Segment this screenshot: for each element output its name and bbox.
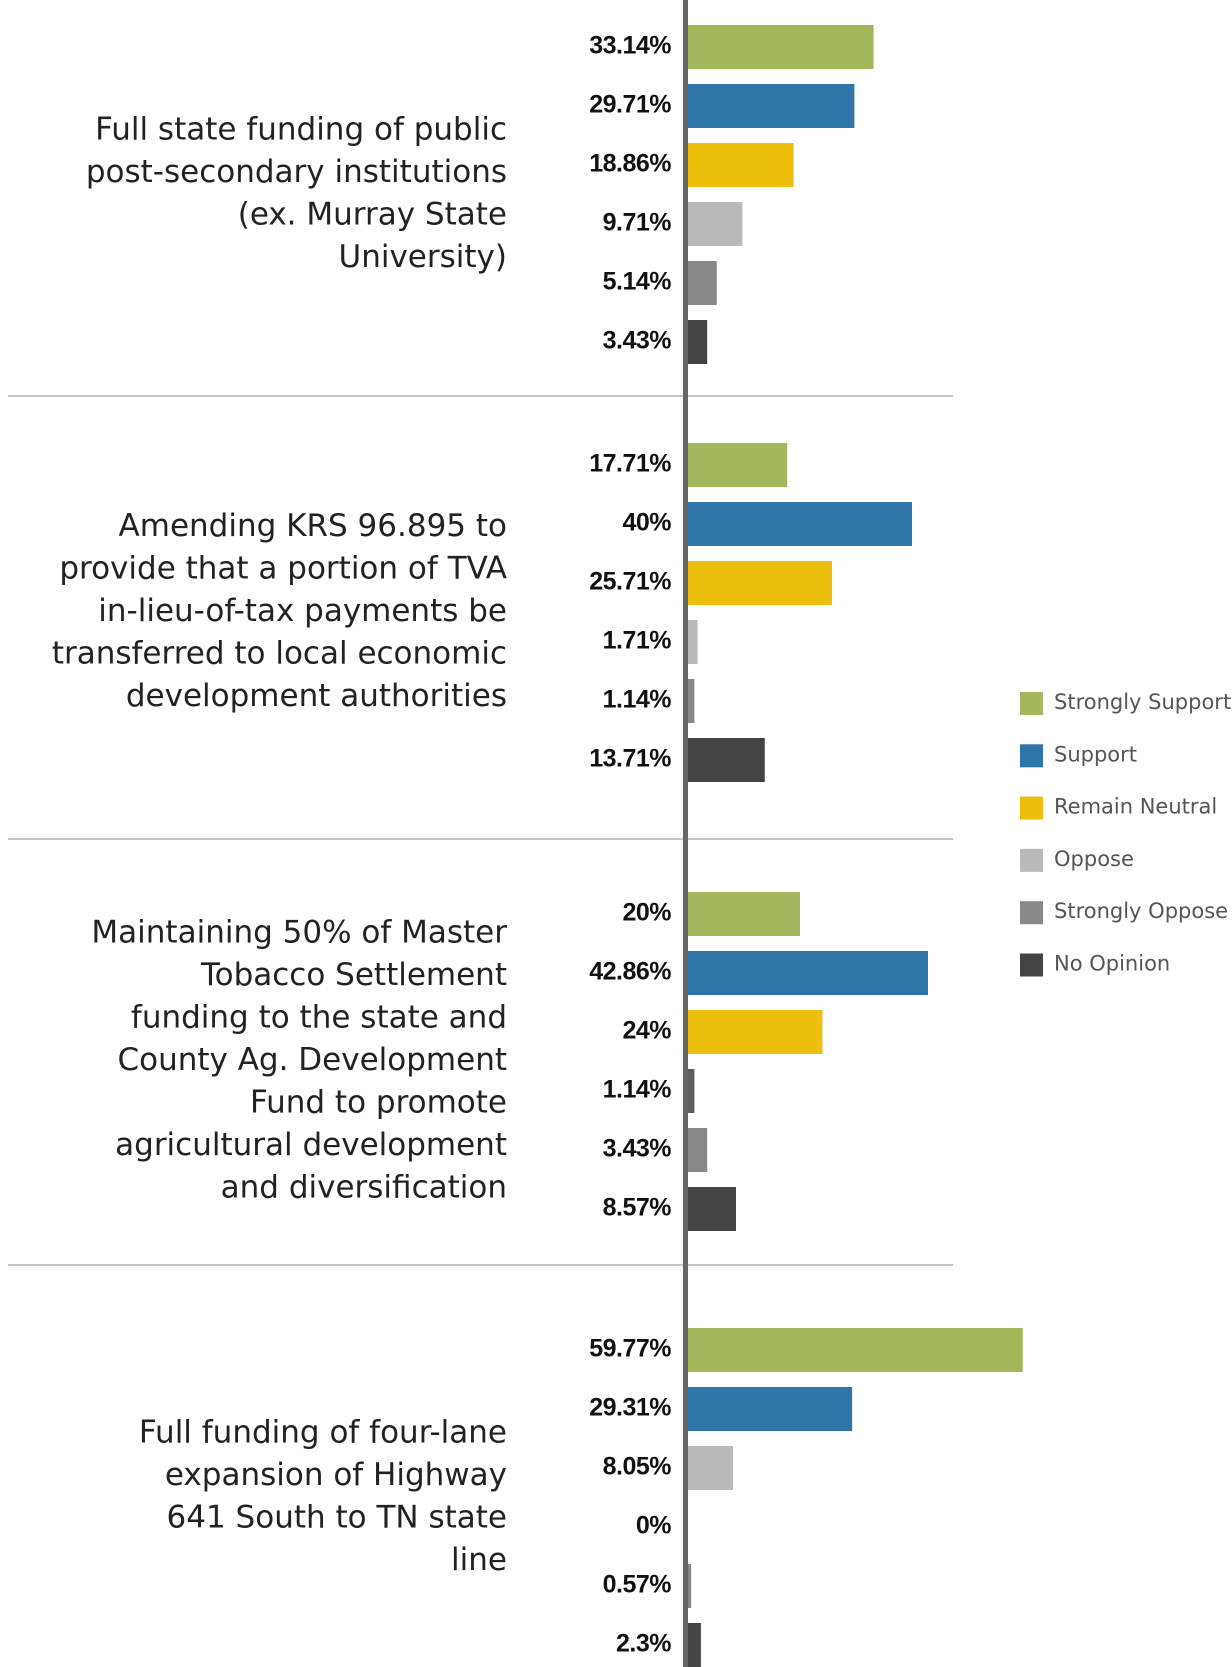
- axis-line: [683, 0, 688, 1667]
- bar: [688, 143, 794, 187]
- question-label: agricultural development: [115, 1127, 507, 1163]
- value-label: 0%: [636, 1512, 671, 1540]
- bar: [688, 502, 912, 546]
- question-label: post-secondary institutions: [86, 154, 507, 190]
- question-label: transferred to local economic: [52, 636, 507, 672]
- value-label: 20%: [622, 899, 671, 927]
- value-label: 29.71%: [589, 91, 671, 119]
- question-label: in-lieu-of-tax payments be: [98, 593, 507, 629]
- bar: [688, 261, 717, 305]
- value-label: 13.71%: [589, 745, 671, 773]
- question-label: development authorities: [126, 678, 507, 714]
- bar: [688, 84, 855, 128]
- question-label: and diversification: [221, 1170, 507, 1206]
- value-label: 42.86%: [589, 958, 671, 986]
- bar: [688, 1446, 734, 1490]
- bar: [688, 320, 708, 364]
- bar: [688, 892, 800, 936]
- bar: [688, 1387, 853, 1431]
- value-label: 2.3%: [616, 1630, 671, 1658]
- value-label: 5.14%: [603, 268, 672, 296]
- bar: [688, 25, 874, 69]
- bar: [688, 738, 765, 782]
- value-label: 9.71%: [603, 209, 672, 237]
- value-label: 1.14%: [603, 1076, 672, 1104]
- value-label: 40%: [622, 509, 671, 537]
- legend-swatch: [1020, 953, 1043, 977]
- bar: [688, 1328, 1023, 1372]
- question-label: Full funding of four-lane: [139, 1414, 507, 1450]
- bar: [688, 679, 695, 723]
- question-label: Full state funding of public: [95, 111, 507, 147]
- value-label: 3.43%: [603, 327, 672, 355]
- legend-label: Remain Neutral: [1054, 795, 1217, 819]
- value-label: 1.14%: [603, 686, 672, 714]
- legend-swatch: [1020, 744, 1043, 768]
- legend-label: No Opinion: [1054, 952, 1170, 976]
- question-label: 641 South to TN state: [167, 1499, 507, 1535]
- legend-swatch: [1020, 901, 1043, 925]
- bar: [688, 443, 788, 487]
- value-label: 8.05%: [603, 1453, 672, 1481]
- value-label: 29.31%: [589, 1394, 671, 1422]
- bar: [688, 1069, 695, 1113]
- value-label: 33.14%: [589, 32, 671, 60]
- legend-label: Strongly Support: [1054, 690, 1231, 714]
- bar: [688, 202, 743, 246]
- legend-swatch: [1020, 848, 1043, 872]
- bar: [688, 620, 698, 664]
- value-label: 0.57%: [603, 1571, 672, 1599]
- bar: [688, 1623, 701, 1667]
- value-label: 59.77%: [589, 1335, 671, 1363]
- bar: [688, 561, 832, 605]
- question-label: (ex. Murray State: [238, 196, 507, 232]
- legend-label: Strongly Oppose: [1054, 899, 1228, 923]
- question-label: expansion of Highway: [165, 1457, 507, 1493]
- bar: [688, 951, 929, 995]
- value-label: 17.71%: [589, 450, 671, 478]
- legend-label: Oppose: [1054, 847, 1134, 871]
- bar: [688, 1010, 823, 1054]
- value-label: 8.57%: [603, 1194, 672, 1222]
- question-label: Amending KRS 96.895 to: [119, 508, 507, 544]
- question-label: University): [339, 239, 507, 275]
- question-label: provide that a portion of TVA: [59, 551, 507, 587]
- bar: [688, 1564, 692, 1608]
- question-label: funding to the state and: [131, 1000, 507, 1036]
- question-label: Fund to promote: [250, 1085, 507, 1121]
- value-label: 24%: [622, 1017, 671, 1045]
- value-label: 18.86%: [589, 150, 671, 178]
- bar: [688, 1187, 736, 1231]
- value-label: 1.71%: [603, 627, 672, 655]
- question-label: Tobacco Settlement: [200, 957, 507, 993]
- legend-swatch: [1020, 796, 1043, 820]
- question-label: County Ag. Development: [117, 1042, 507, 1078]
- legend-swatch: [1020, 692, 1043, 715]
- legend-label: Support: [1054, 742, 1137, 766]
- value-label: 25.71%: [589, 568, 671, 596]
- bar: [688, 1128, 708, 1172]
- question-label: line: [451, 1542, 507, 1578]
- value-label: 3.43%: [603, 1135, 672, 1163]
- question-label: Maintaining 50% of Master: [91, 915, 507, 951]
